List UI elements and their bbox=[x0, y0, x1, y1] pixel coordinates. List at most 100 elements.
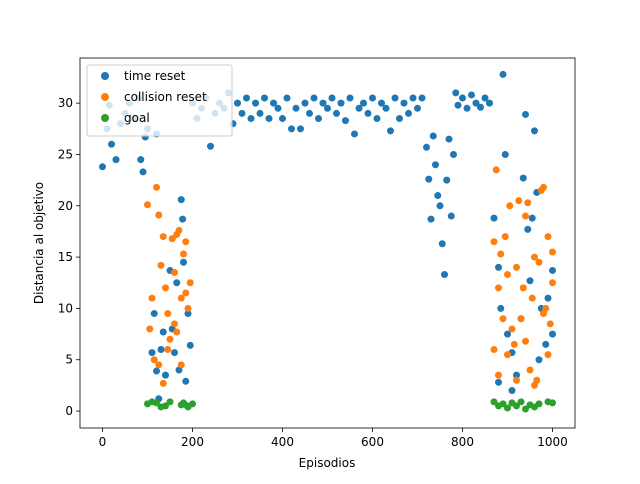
point bbox=[468, 91, 475, 99]
point bbox=[157, 261, 165, 269]
point bbox=[450, 150, 457, 158]
point bbox=[292, 104, 300, 112]
point bbox=[495, 371, 502, 379]
point bbox=[243, 94, 250, 102]
point bbox=[373, 115, 381, 123]
point bbox=[513, 263, 520, 271]
point bbox=[175, 226, 183, 234]
point bbox=[171, 349, 178, 357]
point bbox=[166, 335, 174, 343]
point bbox=[162, 284, 169, 292]
point bbox=[173, 279, 181, 287]
point bbox=[540, 183, 547, 191]
point bbox=[544, 351, 552, 359]
point bbox=[162, 371, 169, 379]
point bbox=[452, 89, 460, 97]
point bbox=[506, 202, 514, 210]
point bbox=[441, 271, 448, 279]
point bbox=[171, 320, 178, 328]
point bbox=[378, 99, 385, 107]
point bbox=[157, 345, 165, 353]
point bbox=[177, 361, 185, 369]
point bbox=[364, 109, 372, 117]
axes-frame bbox=[79, 57, 576, 429]
point bbox=[549, 399, 556, 407]
point bbox=[535, 356, 543, 364]
point bbox=[310, 94, 318, 102]
point bbox=[526, 277, 534, 285]
point bbox=[153, 183, 160, 191]
point bbox=[515, 197, 523, 205]
point bbox=[179, 215, 187, 223]
point bbox=[504, 330, 511, 338]
point bbox=[513, 376, 520, 384]
legend: time reset collision reset goal bbox=[86, 64, 233, 137]
point bbox=[182, 377, 190, 385]
y-tick-label: 15 bbox=[58, 250, 73, 264]
point bbox=[146, 325, 154, 333]
point bbox=[535, 400, 543, 408]
point bbox=[540, 310, 547, 318]
point bbox=[333, 109, 340, 117]
point bbox=[186, 341, 194, 349]
point bbox=[256, 109, 264, 117]
point bbox=[549, 330, 556, 338]
y-tick-label: 20 bbox=[58, 199, 73, 213]
point bbox=[490, 345, 498, 353]
point bbox=[168, 235, 176, 243]
point bbox=[546, 320, 554, 328]
point bbox=[438, 240, 446, 248]
point bbox=[155, 211, 163, 219]
point bbox=[342, 117, 349, 125]
point bbox=[504, 271, 511, 279]
y-tick-label: 0 bbox=[65, 404, 73, 418]
point bbox=[447, 212, 455, 220]
point bbox=[315, 115, 322, 123]
point bbox=[549, 266, 556, 274]
point bbox=[531, 381, 538, 389]
point bbox=[414, 104, 421, 112]
point bbox=[501, 233, 509, 241]
y-tick-label: 30 bbox=[58, 96, 73, 110]
point bbox=[182, 238, 190, 246]
point bbox=[499, 315, 507, 323]
point bbox=[148, 294, 156, 302]
point bbox=[144, 201, 151, 209]
point bbox=[400, 99, 408, 107]
point bbox=[472, 99, 480, 107]
point bbox=[137, 156, 145, 164]
point bbox=[288, 125, 295, 133]
point bbox=[279, 115, 286, 123]
point bbox=[429, 132, 437, 140]
x-tick-label: 800 bbox=[451, 435, 474, 449]
point bbox=[337, 99, 345, 107]
point bbox=[499, 400, 507, 408]
point bbox=[531, 253, 538, 261]
point bbox=[513, 371, 520, 379]
point bbox=[155, 361, 163, 369]
y-tick-label: 10 bbox=[58, 301, 73, 315]
point bbox=[164, 310, 172, 318]
point bbox=[495, 284, 502, 292]
point bbox=[454, 101, 462, 109]
point bbox=[180, 258, 187, 266]
point bbox=[495, 378, 502, 386]
point bbox=[180, 250, 187, 258]
x-tick-label: 1000 bbox=[537, 435, 568, 449]
point bbox=[319, 99, 327, 107]
point bbox=[492, 166, 500, 174]
point bbox=[517, 398, 525, 406]
x-tick-label: 200 bbox=[181, 435, 204, 449]
point bbox=[234, 99, 241, 107]
legend-label: collision reset bbox=[124, 90, 207, 104]
point bbox=[346, 94, 354, 102]
y-tick-label: 5 bbox=[65, 353, 73, 367]
point bbox=[391, 94, 399, 102]
point bbox=[528, 214, 536, 222]
point bbox=[184, 304, 192, 312]
point bbox=[517, 315, 525, 323]
point bbox=[510, 340, 518, 348]
point bbox=[186, 279, 194, 287]
point bbox=[544, 294, 552, 302]
point bbox=[490, 214, 498, 222]
